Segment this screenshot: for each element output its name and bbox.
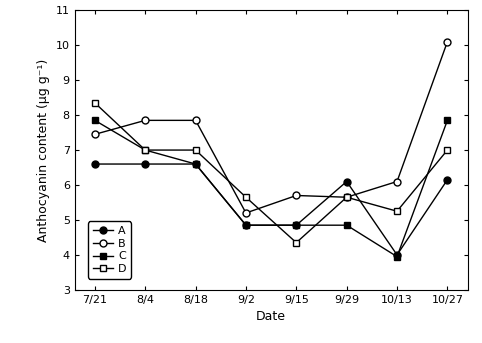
A <box>344 179 349 184</box>
D <box>294 240 299 245</box>
A <box>394 253 400 257</box>
D <box>394 209 400 213</box>
C <box>294 223 299 227</box>
A <box>142 162 148 166</box>
B <box>344 195 349 199</box>
D <box>243 195 249 199</box>
A <box>243 223 249 227</box>
B <box>394 179 400 184</box>
B <box>444 40 450 44</box>
C <box>193 162 199 166</box>
Line: A: A <box>92 161 451 258</box>
Line: C: C <box>92 117 451 260</box>
D <box>142 148 148 152</box>
Y-axis label: Anthocyanin content (μg g⁻¹): Anthocyanin content (μg g⁻¹) <box>37 58 50 242</box>
C <box>243 223 249 227</box>
B <box>193 118 199 122</box>
B <box>92 132 98 137</box>
C <box>394 255 400 259</box>
D <box>92 101 98 105</box>
A <box>193 162 199 166</box>
A <box>444 178 450 182</box>
Line: D: D <box>92 99 451 246</box>
B <box>294 193 299 198</box>
B <box>243 211 249 215</box>
C <box>92 118 98 122</box>
C <box>444 118 450 122</box>
Legend: A, B, C, D: A, B, C, D <box>88 222 131 279</box>
X-axis label: Date: Date <box>256 310 286 323</box>
A <box>294 223 299 227</box>
Line: B: B <box>92 38 451 216</box>
D <box>344 195 349 199</box>
D <box>444 148 450 152</box>
C <box>142 148 148 152</box>
C <box>344 223 349 227</box>
B <box>142 118 148 122</box>
D <box>193 148 199 152</box>
A <box>92 162 98 166</box>
